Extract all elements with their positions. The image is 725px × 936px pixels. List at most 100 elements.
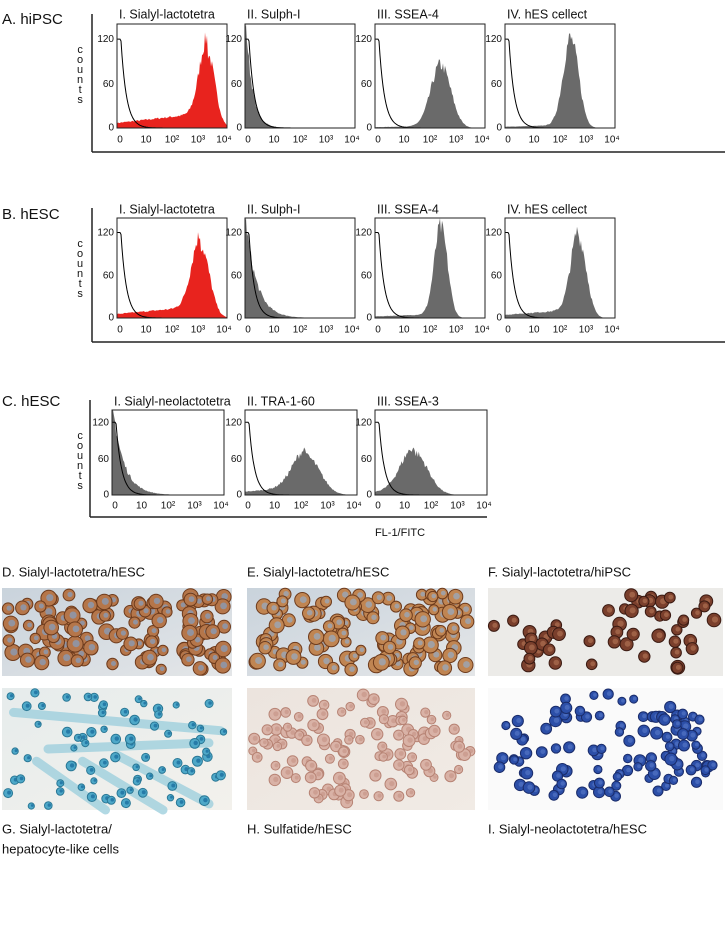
x-tick-label: 0 [505, 135, 511, 146]
nucleus [629, 607, 636, 614]
nucleus [669, 755, 675, 762]
nucleus [290, 730, 296, 735]
x-tick-label: 10² [293, 325, 308, 336]
nucleus [299, 596, 307, 603]
nucleus [41, 703, 45, 708]
nucleus [305, 737, 311, 743]
nucleus [138, 697, 142, 701]
nucleus [252, 735, 258, 741]
y-tick-label: 60 [361, 271, 373, 282]
nucleus [34, 690, 38, 695]
nucleus [695, 742, 699, 747]
x-tick-label: 10³ [579, 135, 594, 146]
nucleus [311, 698, 317, 703]
nucleus [342, 761, 347, 766]
nucleus [528, 655, 533, 661]
nucleus [391, 718, 397, 724]
nucleus [557, 630, 563, 637]
nucleus [102, 702, 107, 706]
nucleus [409, 790, 414, 795]
strand [78, 756, 168, 815]
nucleus [193, 740, 198, 746]
x-tick-label: 10⁴ [216, 325, 231, 336]
nucleus [598, 713, 603, 718]
nucleus [664, 612, 669, 618]
nucleus [349, 704, 354, 708]
nucleus [349, 666, 355, 672]
nucleus [614, 793, 619, 798]
nucleus [157, 712, 162, 716]
nucleus [157, 616, 164, 624]
nucleus [498, 764, 503, 770]
nucleus [554, 708, 560, 714]
nucleus [424, 710, 429, 715]
nucleus [525, 770, 531, 776]
nucleus [101, 710, 105, 715]
nucleus [430, 717, 435, 722]
x-tick-label: 0 [375, 501, 381, 512]
nucleus [442, 664, 449, 671]
nucleus [372, 696, 378, 701]
nucleus [72, 640, 80, 648]
nucleus [147, 653, 154, 661]
nucleus [642, 713, 647, 719]
nucleus [129, 788, 133, 792]
nucleus [682, 617, 687, 622]
nucleus [10, 694, 14, 698]
nucleus [33, 635, 39, 641]
nucleus [382, 716, 387, 721]
y-tick-label: 60 [231, 454, 243, 465]
nucleus [273, 776, 279, 783]
nucleus [90, 729, 95, 734]
nucleus [378, 658, 386, 666]
micrograph [488, 688, 723, 810]
x-tick-label: 10 [269, 501, 281, 512]
y-tick-label: 0 [236, 490, 242, 501]
nucleus [465, 618, 472, 625]
panel-title: III. SSEA-4 [377, 7, 439, 21]
nucleus [324, 598, 330, 604]
nucleus [638, 757, 644, 763]
x-tick-label: 10² [161, 501, 176, 512]
nucleus [377, 793, 382, 798]
x-tick-label: 10³ [191, 325, 206, 336]
nucleus [606, 607, 613, 613]
x-tick-label: 10⁴ [344, 325, 359, 336]
x-tick-label: 10³ [319, 325, 334, 336]
nucleus [149, 774, 153, 778]
micrograph [2, 688, 232, 815]
nucleus [210, 628, 217, 635]
plot-box [374, 409, 488, 496]
x-tick-label: 10 [398, 325, 410, 336]
nucleus [280, 741, 286, 746]
nucleus [220, 645, 228, 652]
nucleus [629, 591, 636, 598]
histogram [375, 218, 485, 318]
y-tick-label: 0 [496, 123, 502, 134]
nucleus [350, 598, 357, 606]
nucleus [359, 737, 363, 742]
nucleus [88, 644, 96, 651]
nucleus [186, 656, 192, 662]
x-tick-label: 10³ [187, 501, 202, 512]
nucleus [597, 767, 601, 771]
nucleus [103, 612, 109, 618]
panel-title: I. Sialyl-neolactotetra [114, 394, 231, 408]
nucleus [133, 619, 138, 625]
strand [112, 750, 214, 809]
nucleus [341, 630, 347, 636]
nucleus [309, 774, 315, 780]
nucleus [37, 722, 41, 726]
nucleus [66, 729, 71, 734]
panel-title: II. Sulph-I [247, 202, 301, 216]
nucleus [690, 732, 696, 738]
nucleus [560, 766, 566, 772]
nucleus [585, 714, 590, 719]
nucleus [294, 775, 299, 780]
nucleus [447, 651, 455, 659]
nucleus [407, 737, 413, 743]
x-tick-label: 10 [140, 135, 152, 146]
nucleus [205, 613, 211, 619]
x-tick-label: 10³ [450, 501, 465, 512]
nucleus [159, 666, 165, 672]
